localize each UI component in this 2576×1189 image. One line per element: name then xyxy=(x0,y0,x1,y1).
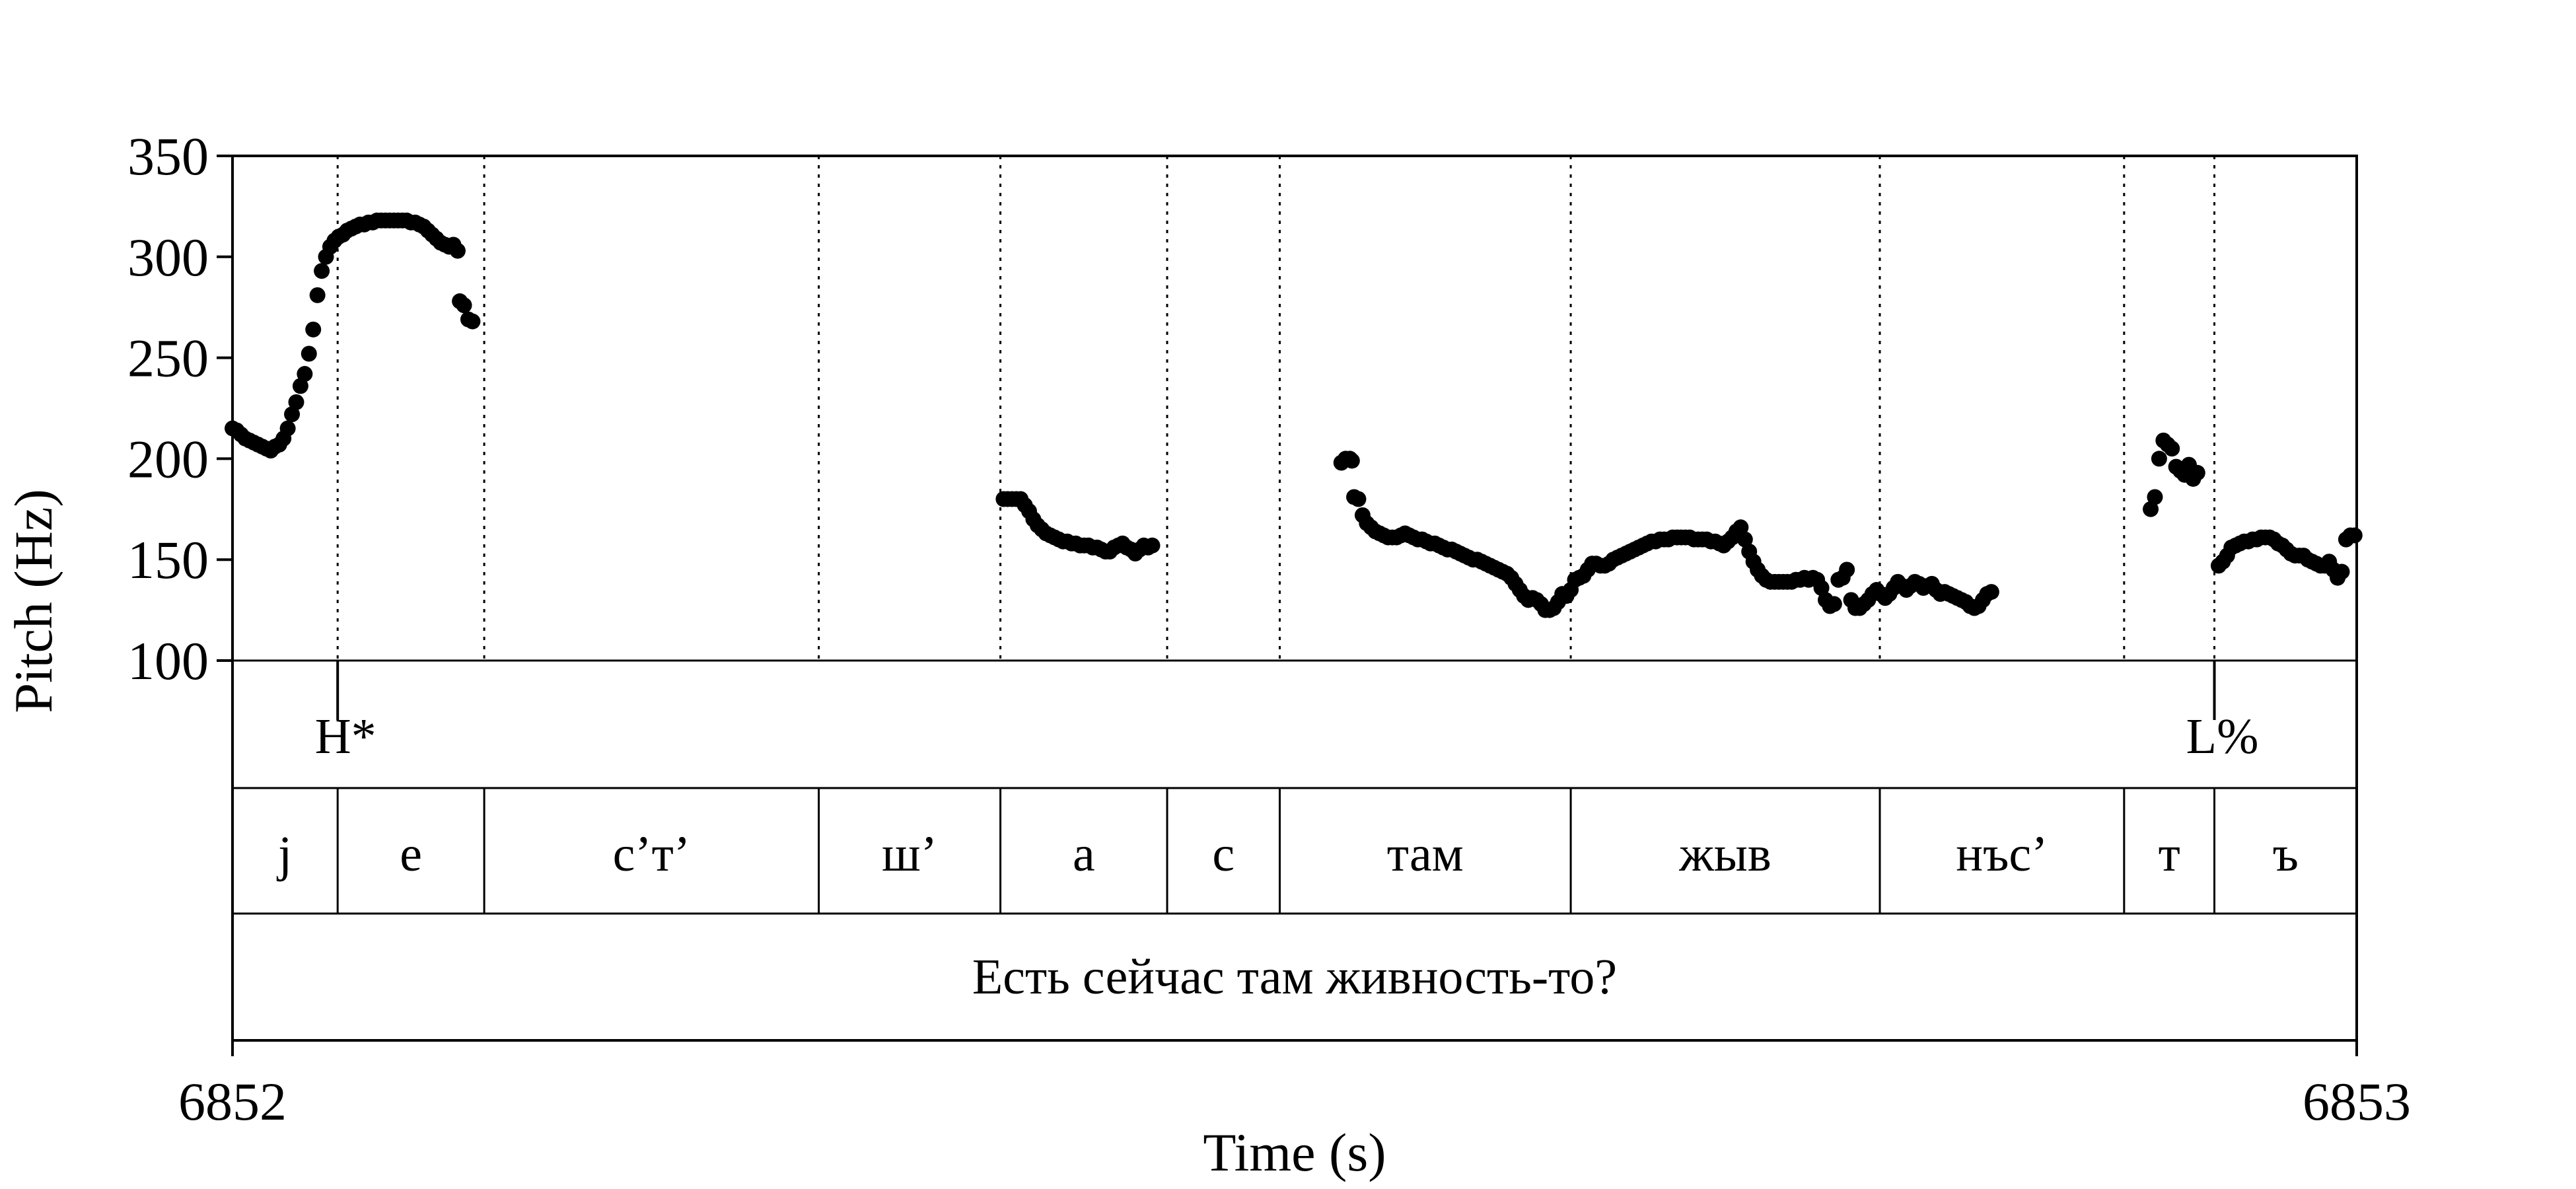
y-tick-label: 250 xyxy=(127,328,209,388)
pitch-point xyxy=(449,242,466,259)
y-tick-label: 100 xyxy=(127,631,209,691)
x-tick-label: 6853 xyxy=(2303,1071,2411,1132)
segment-label: с’т’ xyxy=(613,826,691,882)
plot-frame xyxy=(231,155,2358,1042)
pitch-point xyxy=(456,297,472,314)
pitch-point xyxy=(305,321,322,338)
sentence-label: Есть сейчас там живность-то? xyxy=(972,949,1617,1005)
pitch-point xyxy=(2189,464,2205,481)
y-tick-label: 150 xyxy=(127,530,209,590)
pitch-point xyxy=(297,366,313,382)
pitch-point xyxy=(292,378,308,394)
pitch-point xyxy=(2164,441,2180,457)
y-tick-label: 200 xyxy=(127,429,209,489)
segment-label: с xyxy=(1212,826,1234,882)
tone-label: H* xyxy=(315,709,376,764)
pitch-point xyxy=(2151,450,2167,467)
pitch-point xyxy=(2334,563,2350,580)
pitch-point xyxy=(1813,579,1830,596)
boundary-lines xyxy=(336,156,2216,661)
pitch-point xyxy=(1350,491,1367,507)
pitch-point xyxy=(2143,501,2159,517)
segment-label: ъ xyxy=(2273,826,2299,882)
segment-label: т xyxy=(2159,826,2180,882)
segment-label: а xyxy=(1073,826,1095,882)
pitch-point xyxy=(284,406,301,423)
segment-label: j xyxy=(276,826,292,882)
pitch-point xyxy=(464,313,481,330)
pitch-point xyxy=(1343,452,1360,469)
segment-label: ш’ xyxy=(882,826,937,882)
pitch-point xyxy=(301,345,317,362)
pitch-point xyxy=(2147,489,2163,505)
segment-label: е xyxy=(400,826,422,882)
chart-frame xyxy=(217,155,2358,1056)
pitch-point xyxy=(1144,537,1161,554)
tone-label: L% xyxy=(2186,709,2259,764)
pitch-point xyxy=(1983,584,1999,600)
pitch-point xyxy=(1826,596,1842,612)
pitch-point xyxy=(314,263,330,279)
pitch-point xyxy=(288,394,304,410)
x-axis-title: Time (s) xyxy=(1203,1122,1386,1182)
pitch-point xyxy=(1733,519,1749,536)
pitch-point xyxy=(309,287,326,303)
y-axis-title: Pitch (Hz) xyxy=(3,489,63,713)
pitch-point xyxy=(1839,561,1855,578)
pitch-point xyxy=(2346,527,2363,544)
y-tick-label: 300 xyxy=(127,227,209,287)
segment-label: жыв xyxy=(1678,826,1771,882)
pitch-point xyxy=(279,420,296,437)
segment-label: нъс’ xyxy=(1956,826,2048,882)
y-tick-label: 350 xyxy=(127,126,209,186)
chart-labels: H* L% j е с’т’ ш’ а с там жыв нъс’ т ъ 100 150 200 250 30… xyxy=(127,126,2411,1132)
segment-label: там xyxy=(1387,826,1464,882)
pitch-point xyxy=(1736,531,1753,548)
pitch-points xyxy=(225,212,2363,618)
x-tick-label: 6852 xyxy=(178,1071,287,1132)
